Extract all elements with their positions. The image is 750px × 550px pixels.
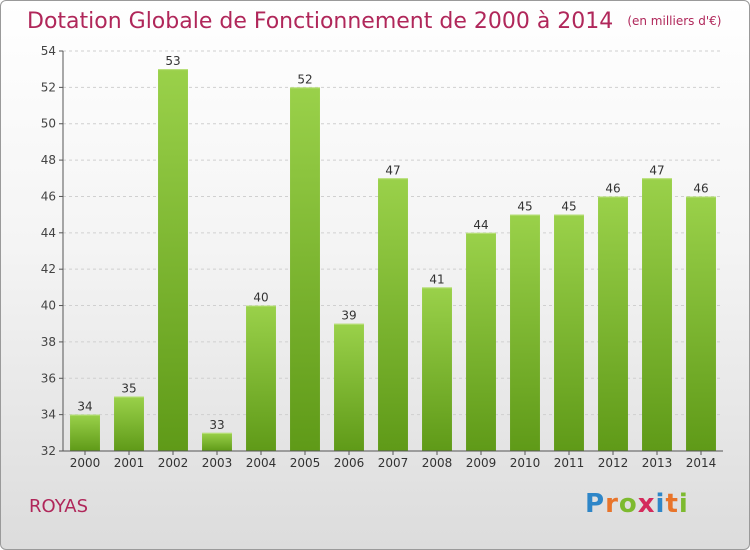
bar-2003 xyxy=(202,432,232,451)
value-label-2009: 44 xyxy=(473,218,488,232)
logo-letter: o xyxy=(618,489,638,519)
unit-text: (en milliers d'€) xyxy=(627,14,722,28)
value-label-2010: 45 xyxy=(517,200,532,214)
bar-2011 xyxy=(554,214,584,451)
x-tick-label-2000: 2000 xyxy=(70,456,101,470)
value-label-2001: 35 xyxy=(121,381,136,395)
commune-name: ROYAS xyxy=(29,496,89,517)
logo-letter: i xyxy=(655,489,666,519)
x-tick-label-2003: 2003 xyxy=(202,456,233,470)
value-label-2012: 46 xyxy=(605,181,620,195)
bar-2013 xyxy=(642,178,672,452)
logo-letter: t xyxy=(665,489,679,519)
value-label-2003: 33 xyxy=(209,418,224,432)
bar-2000 xyxy=(70,414,100,451)
proxiti-logo: Proxiti xyxy=(585,489,689,519)
y-tick-label: 54 xyxy=(41,44,56,58)
title-text: Dotation Globale de Fonctionnement de 20… xyxy=(27,9,614,34)
value-label-2006: 39 xyxy=(341,309,356,323)
logo-letter: r xyxy=(605,489,619,519)
y-tick-label: 32 xyxy=(41,444,56,458)
value-label-2002: 53 xyxy=(165,54,180,68)
bar-2010 xyxy=(510,214,540,451)
y-tick-label: 38 xyxy=(41,335,56,349)
logo-letter: i xyxy=(678,489,689,519)
y-tick-label: 34 xyxy=(41,408,56,422)
axes: 32 34 36 38 40 42 44 46 48 50 52 54 2000 2001 2002 2003… xyxy=(41,44,723,470)
y-tick-label: 50 xyxy=(41,117,56,131)
bars: 34 35 53 33 40 52 39 47 41 44 45 45 46 47 46 xyxy=(70,54,716,452)
bar-2007 xyxy=(378,178,408,452)
x-tick-label-2008: 2008 xyxy=(422,456,453,470)
x-tick-label-2014: 2014 xyxy=(686,456,717,470)
value-label-2004: 40 xyxy=(253,291,268,305)
logo-letter: P xyxy=(585,489,606,519)
x-tick-label-2007: 2007 xyxy=(378,456,409,470)
x-tick-label-2004: 2004 xyxy=(246,456,277,470)
bar-2004 xyxy=(246,305,276,451)
value-label-2007: 47 xyxy=(385,163,400,177)
y-tick-label: 40 xyxy=(41,299,56,313)
bar-2009 xyxy=(466,232,496,451)
x-tick-label-2009: 2009 xyxy=(466,456,497,470)
y-tick-label: 36 xyxy=(41,371,56,385)
logo-letter: x xyxy=(637,489,656,519)
y-tick-label: 46 xyxy=(41,189,56,203)
value-label-2011: 45 xyxy=(561,200,576,214)
bar-2006 xyxy=(334,323,364,451)
bar-2005 xyxy=(290,87,320,451)
x-tick-label-2006: 2006 xyxy=(334,456,365,470)
value-label-2005: 52 xyxy=(297,72,312,86)
x-tick-label-2001: 2001 xyxy=(114,456,145,470)
x-tick-label-2013: 2013 xyxy=(642,456,673,470)
bar-2002 xyxy=(158,69,188,451)
x-tick-label-2005: 2005 xyxy=(290,456,321,470)
bar-2014 xyxy=(686,196,716,451)
bar-2001 xyxy=(114,396,144,451)
value-label-2008: 41 xyxy=(429,272,444,286)
value-label-2000: 34 xyxy=(77,400,92,414)
value-label-2013: 47 xyxy=(649,163,664,177)
y-tick-label: 52 xyxy=(41,80,56,94)
bar-2012 xyxy=(598,196,628,451)
x-tick-label-2010: 2010 xyxy=(510,456,541,470)
x-tick-label-2012: 2012 xyxy=(598,456,629,470)
bar-2008 xyxy=(422,287,452,451)
value-label-2014: 46 xyxy=(693,181,708,195)
y-tick-label: 48 xyxy=(41,153,56,167)
x-tick-label-2011: 2011 xyxy=(554,456,585,470)
y-tick-label: 44 xyxy=(41,226,56,240)
y-tick-label: 42 xyxy=(41,262,56,276)
chart-title: Dotation Globale de Fonctionnement de 20… xyxy=(27,9,721,34)
x-tick-label-2002: 2002 xyxy=(158,456,189,470)
